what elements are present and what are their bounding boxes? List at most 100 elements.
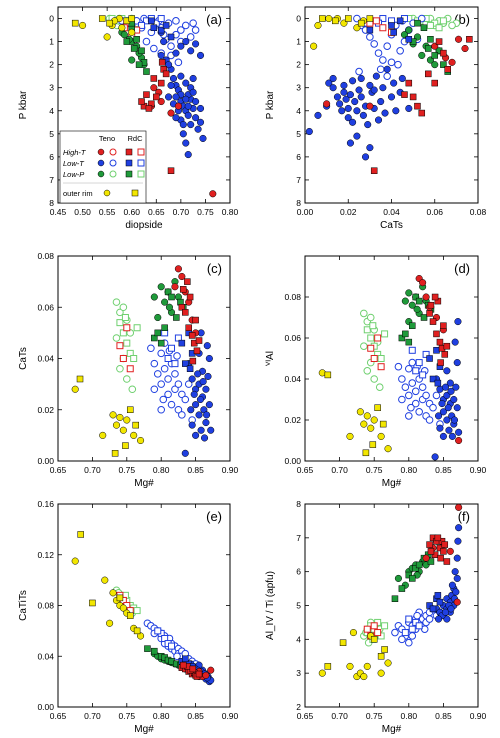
legend-marker bbox=[109, 148, 117, 156]
data-point-lowt-teno bbox=[153, 370, 162, 378]
data-point-lowt-teno bbox=[405, 364, 413, 373]
data-point-rim-rdc bbox=[370, 636, 378, 643]
chart-panel-d: 0.65 0.70 0.75 0.80 0.85 0.90 0.00 0.02 0.04 0.06… bbox=[265, 255, 487, 489]
data-point-lowt-teno bbox=[171, 370, 179, 378]
data-point-lowt-teno bbox=[181, 21, 190, 30]
data-point-lowt-teno bbox=[172, 17, 180, 25]
data-point-lowt-teno bbox=[157, 405, 165, 414]
y-tick-label: 0.12 bbox=[37, 550, 54, 560]
x-tick-label: 0.06 bbox=[426, 207, 443, 217]
data-point-lowt-teno bbox=[173, 352, 181, 360]
data-point-lowt-teno bbox=[174, 380, 183, 388]
data-point-lowp-teno bbox=[366, 313, 375, 322]
data-point-rim-teno bbox=[109, 411, 117, 419]
data-point-lowt-teno bbox=[203, 411, 211, 419]
data-point-lowp-rdc bbox=[130, 45, 138, 52]
data-point-hight-rdc bbox=[370, 355, 378, 362]
data-points bbox=[318, 504, 463, 681]
y-tick-label: 0.04 bbox=[37, 651, 54, 661]
data-point-lowt-teno bbox=[446, 379, 454, 387]
data-point-lowt-teno bbox=[359, 111, 367, 119]
data-point-rim-teno bbox=[346, 432, 354, 440]
data-point-lowt-teno bbox=[453, 554, 461, 562]
data-point-lowt-teno bbox=[157, 51, 165, 59]
data-point-lowt-teno bbox=[196, 51, 205, 59]
data-point-lowt-rdc bbox=[401, 629, 409, 637]
data-point-lowp-teno bbox=[363, 367, 372, 375]
data-point-lowt-teno bbox=[200, 434, 209, 442]
data-point-lowp-teno bbox=[128, 56, 136, 64]
data-point-lowt-teno bbox=[184, 151, 192, 159]
data-point-rim-teno bbox=[137, 436, 145, 445]
data-point-lowt-teno bbox=[455, 428, 463, 436]
data-point-lowp-rdc bbox=[381, 330, 389, 338]
data-point-hight-rdc bbox=[443, 342, 451, 350]
data-point-lowt-teno bbox=[436, 424, 444, 432]
data-point-lowp-teno bbox=[116, 364, 124, 373]
x-axis-label: CaTs bbox=[380, 220, 403, 231]
data-point-lowt-teno bbox=[199, 378, 207, 386]
data-point-rim-teno bbox=[71, 557, 79, 565]
data-point-hight-teno bbox=[157, 97, 165, 106]
data-point-hight-rdc bbox=[466, 36, 473, 43]
data-point-hight-rdc bbox=[186, 293, 194, 301]
data-point-lowt-teno bbox=[314, 111, 322, 119]
data-point-lowt-teno bbox=[391, 628, 399, 637]
data-point-rim-teno bbox=[112, 421, 121, 429]
legend-col-header: Teno bbox=[99, 134, 115, 143]
data-point-lowp-rdc bbox=[415, 297, 423, 305]
data-point-lowt-teno bbox=[370, 86, 378, 94]
data-point-lowt-teno bbox=[171, 385, 179, 394]
data-point-rim-teno bbox=[356, 408, 364, 416]
data-point-lowt-rdc bbox=[182, 655, 189, 663]
legend-marker bbox=[125, 148, 133, 156]
data-point-hight-rdc bbox=[425, 70, 432, 78]
data-point-lowp-rdc bbox=[138, 47, 145, 55]
y-tick-label: 3 bbox=[296, 668, 301, 678]
data-point-lowp-teno bbox=[165, 303, 174, 311]
data-point-hight-rdc bbox=[441, 351, 449, 358]
legend-marker bbox=[97, 159, 105, 167]
data-point-lowt-rdc bbox=[148, 17, 155, 25]
data-point-hight-teno bbox=[419, 279, 427, 287]
x-tick-label: 0.75 bbox=[366, 711, 383, 721]
x-tick-label: 0.70 bbox=[331, 465, 348, 475]
data-point-lowt-teno bbox=[160, 364, 169, 373]
data-point-lowt-teno bbox=[353, 132, 361, 140]
data-point-lowt-teno bbox=[160, 38, 168, 46]
data-point-lowp-rdc bbox=[123, 339, 131, 347]
data-point-hight-rdc bbox=[119, 355, 127, 362]
x-tick-label: 0.02 bbox=[340, 207, 357, 217]
data-point-lowt-teno bbox=[173, 652, 181, 661]
legend-marker bbox=[97, 148, 105, 156]
data-point-lowt-teno bbox=[192, 401, 200, 409]
y-tick-label: 4 bbox=[296, 106, 301, 116]
legend-marker bbox=[97, 170, 105, 178]
y-tick-label: 0.02 bbox=[37, 405, 54, 415]
data-point-lowt-teno bbox=[174, 405, 183, 414]
x-tick-label: 0.70 bbox=[84, 711, 101, 721]
data-point-lowp-rdc bbox=[151, 647, 158, 655]
data-points bbox=[71, 265, 215, 457]
data-point-lowt-teno bbox=[390, 79, 398, 87]
data-point-lowt-teno bbox=[441, 383, 450, 391]
data-point-hight-rdc bbox=[363, 625, 371, 633]
data-point-lowt-teno bbox=[439, 408, 447, 416]
data-point-lowt-teno bbox=[377, 97, 385, 106]
x-tick-label: 0.04 bbox=[383, 207, 400, 217]
y-tick-label: 5 bbox=[49, 129, 54, 139]
data-point-lowt-teno bbox=[204, 372, 212, 380]
x-tick-label: 0.55 bbox=[99, 207, 116, 217]
data-point-lowp-rdc bbox=[164, 288, 172, 296]
data-point-lowp-teno bbox=[123, 375, 131, 383]
data-point-lowp-teno bbox=[370, 375, 379, 383]
data-point-lowt-rdc bbox=[178, 339, 186, 347]
x-tick-label: 0.45 bbox=[50, 207, 67, 217]
data-point-hight-rdc bbox=[153, 93, 160, 101]
data-point-lowt-teno bbox=[383, 42, 391, 51]
data-point-lowt-teno bbox=[447, 387, 455, 395]
data-point-lowt-teno bbox=[425, 615, 434, 623]
data-point-lowt-teno bbox=[192, 40, 200, 48]
data-point-rim-rdc bbox=[345, 15, 352, 22]
